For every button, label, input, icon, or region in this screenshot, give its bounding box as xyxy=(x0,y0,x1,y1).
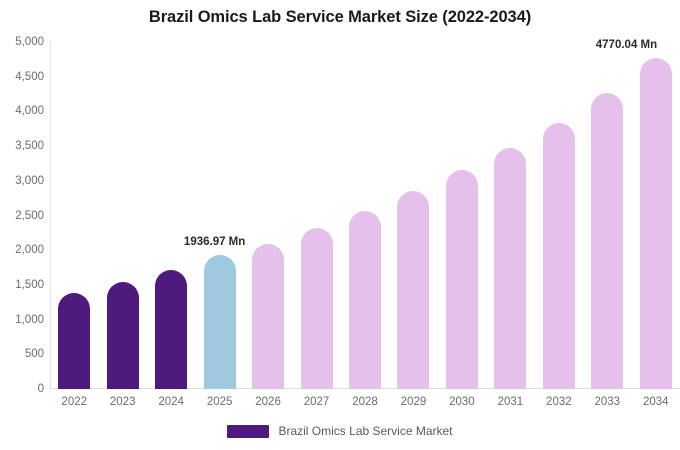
y-axis-tick-2500: 2,500 xyxy=(15,209,44,222)
bar-2023[interactable] xyxy=(106,281,139,389)
bar-2024[interactable] xyxy=(155,269,188,389)
y-axis-tick-3000: 3,000 xyxy=(15,174,44,187)
x-axis-tick-2026: 2026 xyxy=(255,396,281,408)
plot-area xyxy=(50,42,680,389)
x-axis-tick-2033: 2033 xyxy=(594,396,621,408)
bar-2029[interactable] xyxy=(397,190,430,389)
bar-2027[interactable] xyxy=(300,227,333,389)
y-axis-tick-1500: 1,500 xyxy=(15,278,44,291)
x-axis-tick-2029: 2029 xyxy=(400,396,427,408)
y-axis-tick-0: 0 xyxy=(37,383,44,395)
bar-2025[interactable] xyxy=(203,254,236,389)
y-axis-tick-4000: 4,000 xyxy=(15,105,44,118)
bar-2033[interactable] xyxy=(591,92,624,389)
data-label-2034: 4770.04 Mn xyxy=(595,38,658,51)
data-label-2025: 1936.97 Mn xyxy=(183,235,246,248)
y-axis-line xyxy=(50,42,51,389)
x-axis-tick-labels: 2022 2023 2024 2025 2026 2027 2028 2029 2030 2031… xyxy=(50,396,680,414)
y-axis-tick-5000: 5,000 xyxy=(15,36,44,48)
y-axis-tick-labels: 0 500 1,000 1,500 2,000 2,500 3,000 3,500 4,000 4… xyxy=(0,36,44,395)
y-axis-tick-4500: 4,500 xyxy=(15,70,44,83)
legend-swatch-brazil-omics-lab-service-market xyxy=(227,424,270,438)
x-axis-tick-2030: 2030 xyxy=(449,396,475,408)
x-axis-tick-2034: 2034 xyxy=(642,396,669,408)
x-axis-tick-2023: 2023 xyxy=(109,396,136,408)
x-axis-tick-2022: 2022 xyxy=(61,396,88,408)
x-axis-tick-2027: 2027 xyxy=(303,396,330,408)
bar-2026[interactable] xyxy=(252,243,285,389)
bar-2030[interactable] xyxy=(445,170,478,389)
chart-title: Brazil Omics Lab Service Market Size (20… xyxy=(148,8,532,26)
x-axis-tick-2024: 2024 xyxy=(158,396,184,408)
x-axis-tick-2028: 2028 xyxy=(352,396,378,408)
x-axis-tick-2031: 2031 xyxy=(497,396,524,408)
bar-2031[interactable] xyxy=(494,148,527,389)
x-axis-tick-2032: 2032 xyxy=(546,396,572,408)
chart-legend: Brazil Omics Lab Service Market xyxy=(0,424,680,438)
y-axis-tick-1000: 1,000 xyxy=(15,313,44,326)
bar-2032[interactable] xyxy=(542,122,575,389)
y-axis-tick-3500: 3,500 xyxy=(15,140,44,153)
bar-2022[interactable] xyxy=(58,293,91,389)
legend-label-brazil-omics-lab-service-market: Brazil Omics Lab Service Market xyxy=(278,424,453,438)
x-axis-tick-2025: 2025 xyxy=(206,396,233,408)
y-axis-tick-500: 500 xyxy=(24,348,44,361)
y-axis-tick-2000: 2,000 xyxy=(15,244,44,257)
bar-2034[interactable] xyxy=(639,57,672,389)
bar-2028[interactable] xyxy=(349,211,381,389)
